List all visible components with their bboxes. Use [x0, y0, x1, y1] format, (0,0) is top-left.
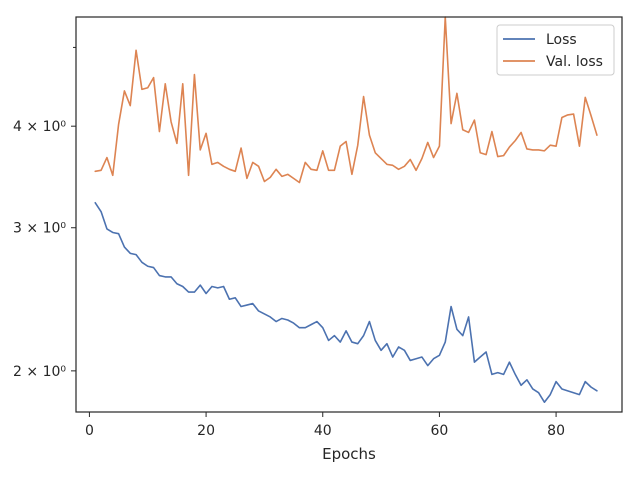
x-tick-label: 20 — [197, 423, 215, 439]
x-axis: 0 20 40 60 80 — [85, 412, 565, 439]
series-layer — [94, 16, 598, 404]
x-tick-label: 0 — [85, 423, 94, 439]
y-tick-label: 2 × 10⁰ — [13, 364, 66, 380]
y-axis: 2 × 10⁰ 3 × 10⁰ 4 × 10⁰ — [13, 46, 76, 380]
plot-frame — [75, 16, 623, 413]
series-line-val-loss — [94, 16, 598, 184]
x-tick-label: 40 — [314, 423, 332, 439]
legend-box — [496, 24, 615, 76]
y-tick-label: 4 × 10⁰ — [13, 119, 66, 135]
x-axis-label: Epochs — [322, 445, 376, 463]
x-tick-label: 80 — [547, 423, 565, 439]
x-tick-label: 60 — [431, 423, 449, 439]
y-tick-label: 3 × 10⁰ — [13, 221, 66, 237]
series-line-loss — [94, 201, 598, 404]
legend-label-val-loss: Val. loss — [546, 54, 603, 70]
legend: Loss Val. loss — [496, 24, 615, 76]
legend-label-loss: Loss — [546, 32, 577, 48]
